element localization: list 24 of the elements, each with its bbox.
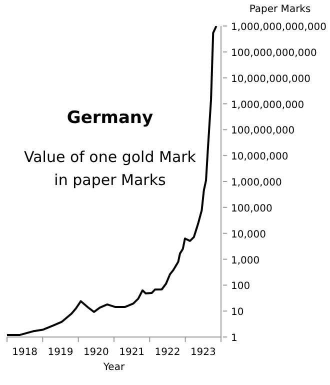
text: Germany — [66, 108, 154, 128]
y-tick-label: 1,000 — [231, 255, 260, 266]
y-tick-label: 1,000,000,000,000 — [231, 22, 326, 33]
text: Value of one gold Mark in paper Marks — [22, 147, 197, 191]
y-tick-label: 1,000,000,000 — [231, 100, 304, 111]
y-tick-label: 100 — [231, 281, 250, 292]
y-tick-label: 1,000,000 — [231, 178, 282, 188]
x-tick-label: 1921 — [119, 347, 145, 358]
line-series — [7, 26, 218, 336]
y-tick-label: 1 — [231, 333, 238, 344]
y-tick-label: 100,000,000 — [231, 126, 295, 137]
x-tick-label: 1922 — [154, 347, 180, 358]
x-tick-label: 1923 — [190, 347, 216, 358]
y-tick-label: 10,000,000,000 — [231, 74, 311, 85]
y-tick-label: 10,000,000 — [231, 152, 288, 163]
y-axis-title: Paper Marks — [248, 4, 312, 15]
x-tick-label: 1920 — [83, 347, 109, 358]
x-tick-label: 1919 — [48, 347, 74, 358]
x-tick-label: 1918 — [12, 347, 38, 358]
y-tick-label: 10,000 — [231, 229, 266, 240]
y-tick-label: 100,000 — [231, 203, 272, 214]
x-axis-title: Year — [102, 362, 126, 373]
y-tick-label: 10 — [231, 307, 244, 318]
y-tick-label: 100,000,000,000 — [231, 48, 317, 59]
